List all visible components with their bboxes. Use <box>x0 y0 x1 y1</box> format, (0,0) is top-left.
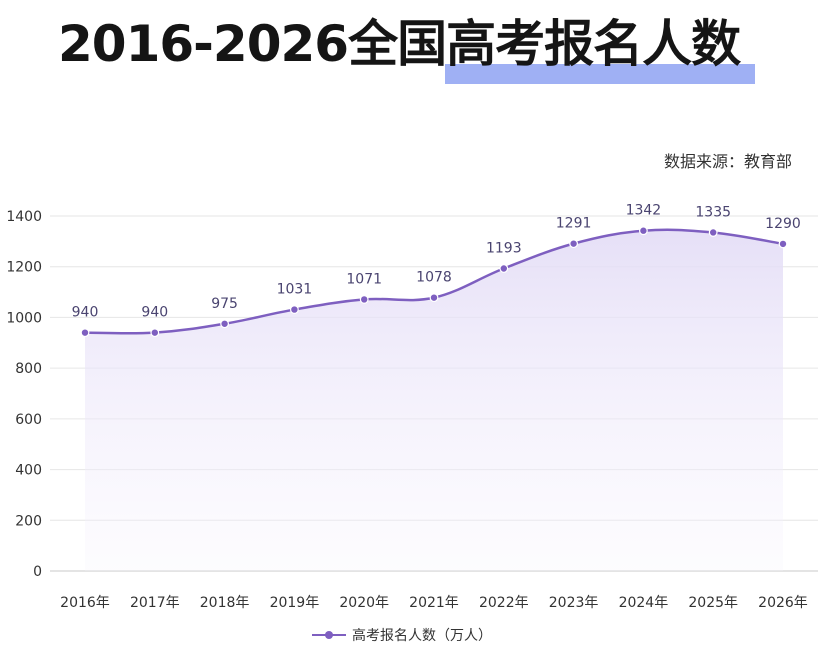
data-label: 940 <box>72 305 99 321</box>
legend-label: 高考报名人数（万人） <box>352 628 492 644</box>
data-point <box>429 293 439 303</box>
data-label: 1291 <box>556 216 592 232</box>
data-point <box>569 239 578 249</box>
data-label: 940 <box>141 305 168 321</box>
x-tick-label: 2021年 <box>409 595 459 611</box>
data-point <box>150 328 160 338</box>
x-tick-label: 2023年 <box>549 595 599 611</box>
x-tick-label: 2024年 <box>619 595 669 611</box>
data-point <box>359 295 369 304</box>
data-point <box>708 228 718 237</box>
y-tick-label: 400 <box>15 463 42 479</box>
x-tick-label: 2022年 <box>479 595 529 611</box>
label-layer: 940 940 975 1031 1071 1078 1193 1291 1342 1335 129… <box>72 203 801 321</box>
data-label: 1071 <box>346 271 382 287</box>
data-label: 1290 <box>765 216 801 232</box>
y-tick-label: 0 <box>33 564 42 580</box>
data-label: 1342 <box>626 203 662 219</box>
x-tick-label: 2018年 <box>200 595 250 611</box>
data-point <box>499 264 509 273</box>
x-tick-label: 2026年 <box>758 595 808 611</box>
y-tick-label: 1400 <box>6 209 42 225</box>
y-tick-label: 200 <box>15 513 42 529</box>
page-title: 2016-2026全国高考报名人数 <box>58 15 741 73</box>
y-axis: 0 200 400 600 800 1000 1200 1400 <box>6 209 42 580</box>
x-tick-label: 2017年 <box>130 595 180 611</box>
data-label: 1031 <box>277 282 313 298</box>
x-axis: 2016年 2017年 2018年 2019年 2020年 2021年 2022年 2023年… <box>60 595 808 611</box>
data-point <box>778 239 788 249</box>
y-tick-label: 800 <box>15 361 42 377</box>
data-source-note: 数据来源：教育部 <box>663 152 792 171</box>
data-point <box>290 305 299 314</box>
y-tick-label: 1200 <box>6 260 42 276</box>
area-layer <box>85 229 783 572</box>
x-tick-label: 2019年 <box>270 595 320 611</box>
data-point <box>80 328 90 338</box>
x-tick-label: 2025年 <box>688 595 738 611</box>
data-point <box>220 319 230 329</box>
chart-legend[interactable]: 高考报名人数（万人） <box>312 624 492 646</box>
x-tick-label: 2016年 <box>60 595 110 611</box>
data-point <box>639 226 648 236</box>
series-area-fill <box>85 229 783 572</box>
y-tick-label: 1000 <box>6 310 42 326</box>
data-label: 1193 <box>486 240 522 256</box>
point-layer <box>80 226 788 338</box>
data-label: 975 <box>211 296 238 312</box>
legend-line-marker <box>312 630 346 640</box>
data-label: 1078 <box>416 270 452 286</box>
title-highlight-bar <box>445 64 755 84</box>
y-tick-label: 600 <box>15 412 42 428</box>
data-label: 1335 <box>695 204 731 220</box>
line-chart: 940 940 975 1031 1071 1078 1193 1291 1342 1335 129… <box>6 203 818 611</box>
x-tick-label: 2020年 <box>339 595 389 611</box>
